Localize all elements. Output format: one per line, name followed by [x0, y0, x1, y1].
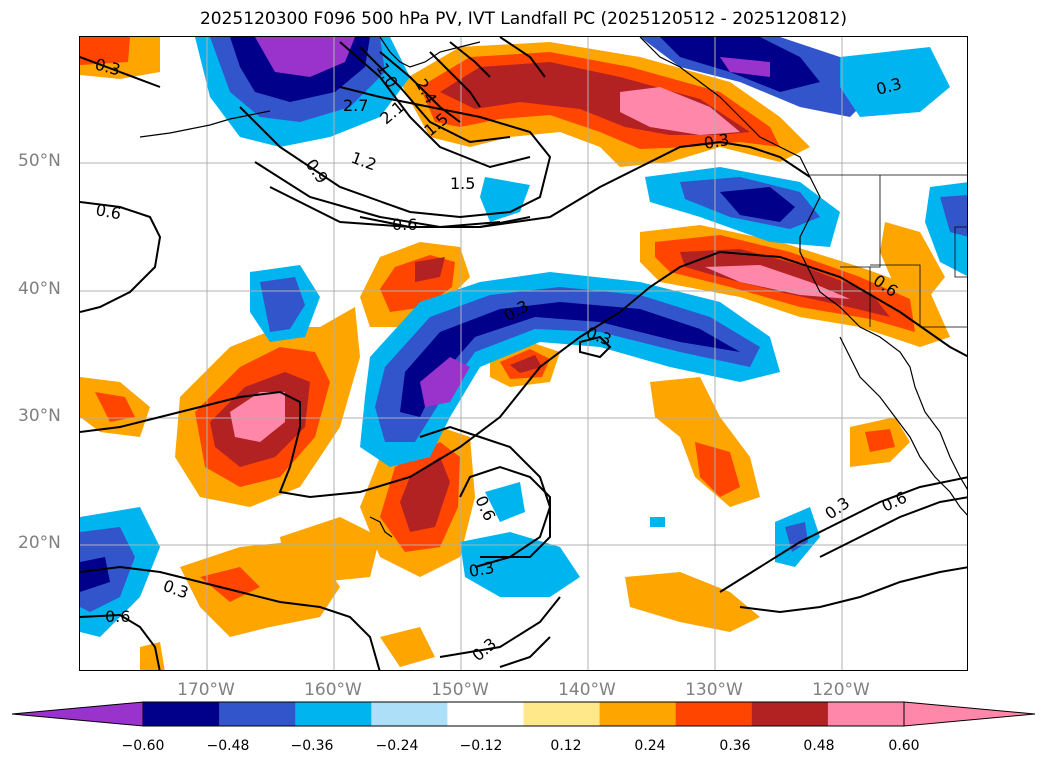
contour-label: 1.2: [349, 148, 379, 175]
colorbar-extend-right: [904, 702, 1035, 726]
lat-tick-label: 50°N: [18, 151, 61, 171]
colorbar-tick-label: 0.24: [634, 738, 666, 754]
lon-tick-label: 130°W: [685, 680, 743, 700]
contour-label: 0.6: [392, 215, 417, 234]
lon-tick-label: 140°W: [558, 680, 616, 700]
colorbar-tick-label: 0.60: [888, 738, 920, 754]
colorbar-tick-label: 0.48: [803, 738, 835, 754]
gridlines: [80, 37, 967, 670]
colorbar-segment: [523, 702, 601, 726]
colorbar-tick-label: −0.60: [121, 738, 165, 754]
colorbar-segments: [12, 702, 1035, 726]
map-panel: 0.3 0.3 0.3 0.3 0.3 0.3 0.3 0.3 0.3 0.6 …: [79, 36, 968, 671]
contour-label: 0.6: [105, 607, 130, 626]
colorbar-segment: [143, 702, 220, 726]
colorbar-tick-label: −0.36: [290, 738, 334, 754]
lon-tick-label: 160°W: [304, 680, 362, 700]
colorbar-segment: [599, 702, 677, 726]
colorbar-segment: [751, 702, 829, 726]
colorbar-tick-label: −0.12: [459, 738, 503, 754]
colorbar-outline-right: [903, 701, 1036, 727]
lon-tick-label: 150°W: [431, 680, 489, 700]
colorbar-tick-label: 0.12: [550, 738, 582, 754]
colorbar-segment: [219, 702, 296, 726]
lat-tick-label: 30°N: [18, 406, 61, 426]
contour-label: 0.9: [302, 155, 332, 187]
chart-title: 2025120300 F096 500 hPa PV, IVT Landfall…: [199, 9, 847, 29]
colorbar-segment: [447, 702, 524, 726]
colorbar-extend-left: [12, 702, 143, 726]
contour-label: 0.3: [702, 130, 730, 153]
colorbar-tick-label: −0.24: [375, 738, 419, 754]
colorbar-tick-label: 0.36: [719, 738, 751, 754]
contour-label: 0.6: [94, 200, 122, 223]
colorbar-segment: [295, 702, 372, 726]
contour-label: 0.3: [468, 634, 500, 665]
lon-tick-label: 170°W: [177, 680, 235, 700]
contour-label: 2.7: [343, 96, 368, 115]
coastlines: [139, 37, 967, 538]
lat-tick-label: 20°N: [18, 533, 61, 553]
colorbar: [11, 701, 1036, 727]
lon-tick-label: 120°W: [812, 680, 870, 700]
colorbar-tick-label: −0.48: [206, 738, 250, 754]
positive-anomaly-fills: [80, 37, 950, 670]
contour-label: 1.5: [450, 174, 475, 193]
colorbar-segment: [675, 702, 753, 726]
lat-tick-label: 40°N: [18, 279, 61, 299]
colorbar-segment: [827, 702, 905, 726]
colorbar-segment: [371, 702, 448, 726]
state-borders: [810, 174, 967, 328]
map-canvas: 0.3 0.3 0.3 0.3 0.3 0.3 0.3 0.3 0.3 0.6 …: [80, 37, 967, 670]
negative-anomaly-fills: [80, 37, 967, 637]
contour-lines: [80, 37, 967, 670]
contour-label: 0.3: [467, 558, 495, 581]
